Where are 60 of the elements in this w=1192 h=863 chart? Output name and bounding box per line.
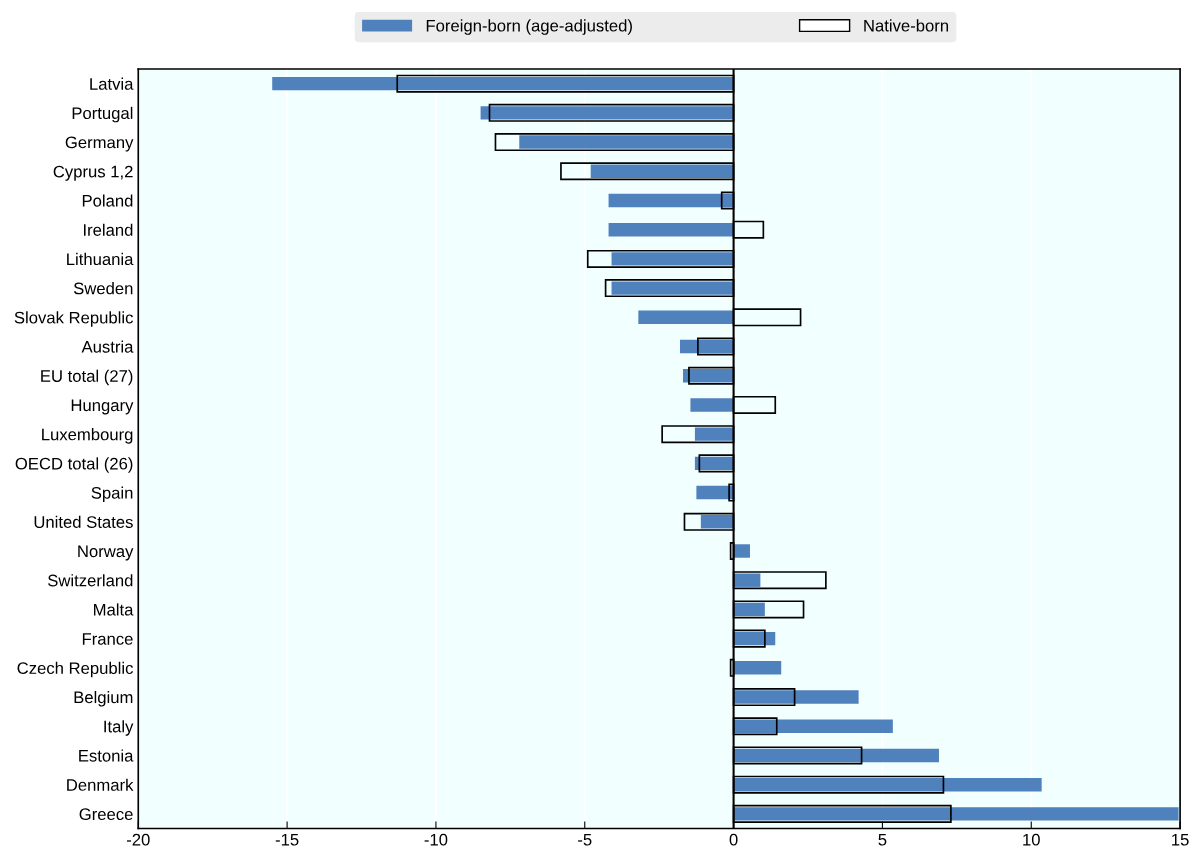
bar xyxy=(733,544,750,558)
bar xyxy=(694,456,734,471)
y-tick-label: Poland xyxy=(82,194,133,207)
y-tick-label: Lithuania xyxy=(67,252,134,266)
x-tick-label: 5 xyxy=(878,833,887,846)
y-tick-label: Belgium xyxy=(74,691,133,707)
bar xyxy=(272,76,734,91)
bar xyxy=(733,690,859,704)
legend-label: Native-born xyxy=(864,19,949,32)
bar xyxy=(680,339,734,354)
y-tick-label: Hungary xyxy=(71,399,134,415)
y-tick-label: Norway xyxy=(78,545,134,561)
y-tick-label: Cyprus 1,2 xyxy=(53,165,133,181)
x-tick-label: 10 xyxy=(1023,833,1040,846)
bar xyxy=(733,573,761,587)
y-tick-label: Portugal xyxy=(72,106,133,123)
y-tick-label: Slovak Republic xyxy=(14,311,133,327)
bar xyxy=(733,661,782,675)
y-tick-label: France xyxy=(82,633,133,645)
bar xyxy=(733,748,939,763)
y-tick-label: Malta xyxy=(94,603,134,616)
x-tick-label: -5 xyxy=(578,833,592,846)
x-tick-label: -15 xyxy=(275,833,299,846)
bar xyxy=(608,193,734,208)
bar xyxy=(608,222,734,237)
bar xyxy=(696,485,734,500)
y-tick-label: Spain xyxy=(91,486,133,503)
bar xyxy=(611,252,734,266)
y-tick-label: EU total (27) xyxy=(41,369,133,386)
y-tick-label: United States xyxy=(34,515,133,528)
x-tick-label: 0 xyxy=(729,833,738,846)
bar xyxy=(733,602,765,617)
bar xyxy=(480,106,734,120)
y-tick-label: Germany xyxy=(65,136,134,152)
bar xyxy=(590,164,734,178)
bar xyxy=(733,719,893,733)
bar xyxy=(682,369,734,383)
y-tick-label: Latvia xyxy=(90,77,134,90)
y-tick-label: Czech Republic xyxy=(17,661,133,678)
legend-label: Foreign-born (age-adjusted) xyxy=(426,19,632,35)
bar xyxy=(519,135,734,149)
y-tick-label: Switzerland xyxy=(48,574,133,587)
y-tick-label: Greece xyxy=(79,808,133,821)
x-tick-label: -10 xyxy=(424,833,448,846)
y-tick-label: OECD total (26) xyxy=(15,457,133,473)
y-tick-label: Luxembourg xyxy=(42,428,133,444)
bar xyxy=(638,310,734,325)
y-tick-label: Austria xyxy=(81,340,134,353)
bar xyxy=(733,777,1042,792)
y-tick-label: Italy xyxy=(104,720,134,736)
bar xyxy=(700,515,734,529)
bar xyxy=(733,807,1179,821)
y-tick-label: Ireland xyxy=(83,223,133,236)
y-tick-label: Sweden xyxy=(73,282,133,295)
x-tick-label: -20 xyxy=(126,833,150,846)
x-tick-label: 15 xyxy=(1172,833,1189,846)
y-tick-label: Denmark xyxy=(67,778,134,791)
y-tick-label: Estonia xyxy=(79,749,134,762)
bar xyxy=(694,427,734,441)
bar xyxy=(690,398,734,412)
